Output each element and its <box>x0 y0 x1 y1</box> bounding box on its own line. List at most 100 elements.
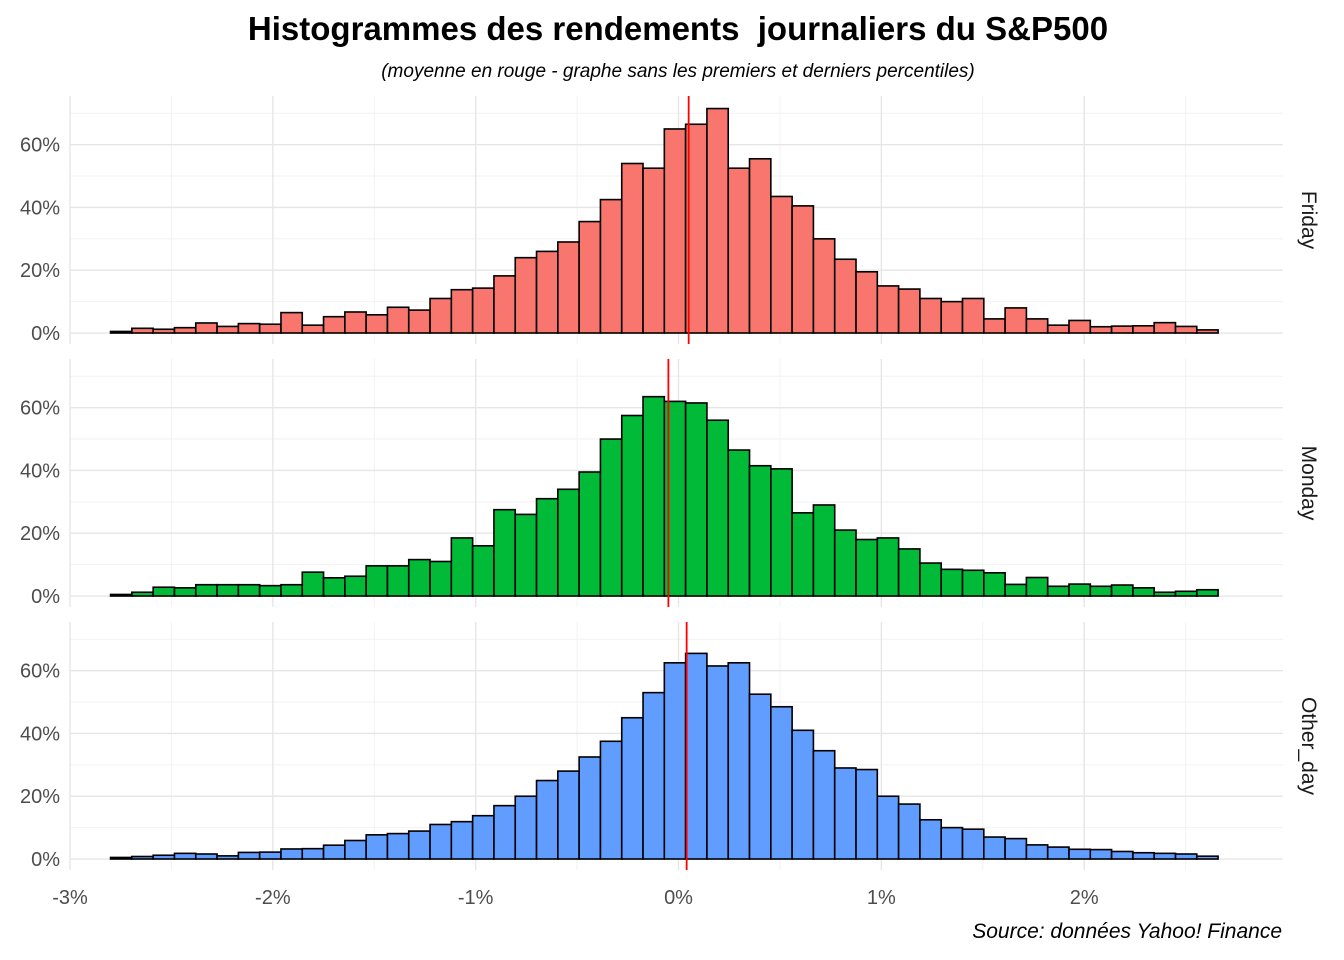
histogram-bar <box>493 508 517 597</box>
histogram-bar <box>1153 852 1177 860</box>
histogram-bar <box>194 583 218 597</box>
y-tick-label: 0% <box>31 586 60 608</box>
histogram-bar <box>322 315 346 334</box>
histogram-bar <box>727 662 751 860</box>
histogram-bar <box>280 583 304 597</box>
histogram-bar <box>258 323 282 334</box>
histogram-bar <box>344 575 367 597</box>
histogram-bar <box>748 693 772 860</box>
facet-label: Other_day <box>1297 697 1320 796</box>
histogram-bar <box>237 851 261 860</box>
histogram-bar <box>642 167 666 334</box>
histogram-bar <box>109 593 133 597</box>
histogram-bar <box>940 568 964 597</box>
histogram-bar <box>1089 585 1113 597</box>
histogram-bar <box>450 288 474 334</box>
y-tick-label: 20% <box>20 260 60 282</box>
histogram-bar <box>535 250 559 334</box>
histogram-bar <box>237 583 261 597</box>
histogram-bar <box>620 414 644 597</box>
histogram-bar <box>365 565 389 597</box>
histogram-bar <box>1174 853 1198 860</box>
y-tick-label: 40% <box>20 723 60 745</box>
histogram-bar <box>833 529 857 597</box>
histogram-bar <box>109 856 133 860</box>
x-tick-label: -1% <box>458 887 494 909</box>
histogram-bar <box>1046 585 1070 597</box>
y-tick-label: 0% <box>31 323 60 345</box>
histogram-bar <box>855 538 879 597</box>
histogram-bar <box>812 749 836 860</box>
histogram-bar <box>1153 591 1177 597</box>
histogram-bar <box>173 587 197 597</box>
histogram-bar <box>897 548 921 597</box>
histogram-bar <box>1110 325 1134 334</box>
histogram-bar <box>131 591 154 597</box>
histogram-bar <box>173 852 197 860</box>
histogram-bar <box>706 665 730 860</box>
histogram-bar <box>322 844 346 860</box>
histogram-bar <box>770 705 793 860</box>
histogram-bar <box>983 836 1006 860</box>
histogram-bar <box>876 285 900 334</box>
histogram-bar <box>1110 850 1134 860</box>
histogram-bar <box>1089 325 1113 334</box>
histogram-bar <box>770 195 793 334</box>
histogram-bar <box>578 220 602 334</box>
histogram-bar <box>791 512 815 597</box>
histogram-bar <box>897 288 921 334</box>
histogram-bar <box>514 256 538 334</box>
histogram-bar <box>514 513 538 597</box>
histogram-bar <box>876 537 900 597</box>
x-tick-label: -3% <box>52 887 88 909</box>
histogram-bar <box>599 740 623 860</box>
histogram-bar <box>365 314 389 334</box>
histogram-bar <box>1046 324 1070 334</box>
x-tick-label: 1% <box>867 887 896 909</box>
histogram-bar <box>748 464 772 597</box>
histogram-bar <box>620 716 644 860</box>
histogram-bar <box>131 327 154 334</box>
histogram-bar <box>152 328 176 334</box>
histogram-bar <box>599 198 623 334</box>
histogram-bar <box>407 309 431 334</box>
histogram-bar <box>109 330 133 334</box>
histogram-bar <box>812 504 836 597</box>
histogram-bar <box>1004 837 1028 860</box>
histogram-bar <box>237 322 261 334</box>
histogram-bar <box>748 157 772 334</box>
y-tick-label: 60% <box>20 661 60 683</box>
histogram-bar <box>386 565 410 597</box>
histogram-bar <box>344 311 367 334</box>
histogram-bar <box>1195 588 1219 597</box>
histogram-bar <box>280 848 304 860</box>
histogram-bar <box>471 287 495 334</box>
histogram-bar <box>280 311 304 334</box>
histogram-bar <box>450 537 474 597</box>
histogram-bar <box>855 768 879 860</box>
y-tick-label: 60% <box>20 398 60 420</box>
histogram-bar <box>1153 321 1177 334</box>
histogram-bar <box>471 544 495 597</box>
histogram-bar <box>791 205 815 334</box>
histogram-bar <box>599 438 623 597</box>
histogram-bar <box>429 560 453 597</box>
histogram-bar <box>919 818 943 860</box>
histogram-bar <box>1132 587 1155 597</box>
histogram-bar <box>727 449 751 597</box>
histogram-bar <box>876 795 900 860</box>
histogram-bar <box>557 241 580 334</box>
histogram-bar <box>429 297 453 334</box>
histogram-bar <box>173 326 197 334</box>
histogram-bar <box>1068 583 1092 597</box>
histogram-bar <box>216 583 240 597</box>
histogram-bar <box>365 834 389 860</box>
histogram-bar <box>386 306 410 334</box>
histogram-bar <box>1025 576 1049 597</box>
histogram-bar <box>535 497 559 597</box>
histogram-bar <box>471 814 495 860</box>
chart-caption: Source: données Yahoo! Finance <box>972 920 1282 943</box>
histogram-bar <box>961 569 985 597</box>
x-tick-label: 2% <box>1070 887 1099 909</box>
histogram-bar <box>919 562 943 597</box>
